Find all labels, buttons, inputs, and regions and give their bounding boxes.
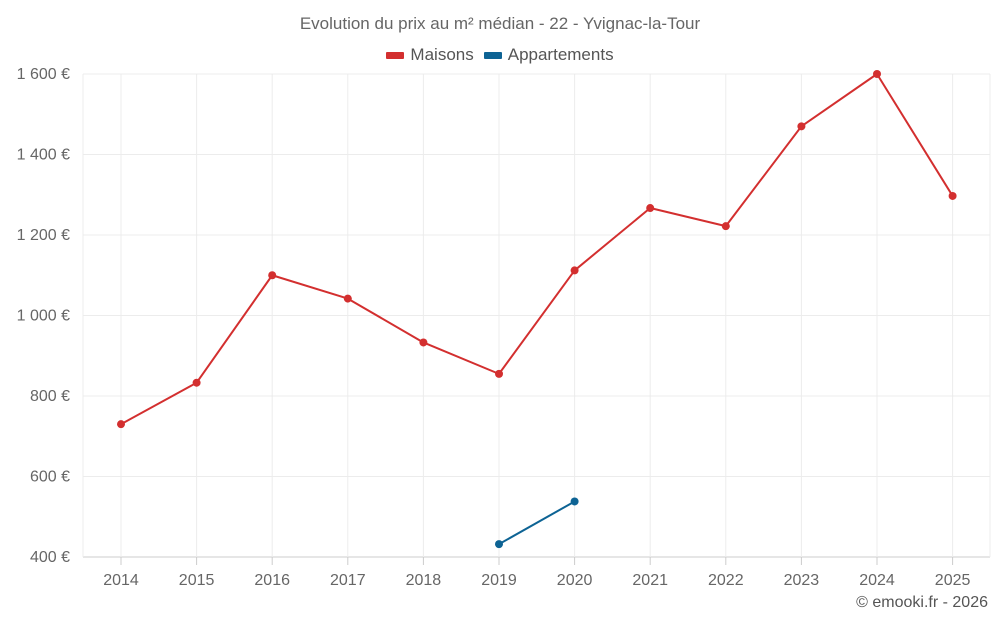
series-line-maisons [120,73,954,426]
y-tick-label: 1 600 € [17,66,70,83]
legend-label-appartements: Appartements [507,45,614,64]
legend-swatch-maisons [386,51,405,59]
credit-text: © emooki.fr - 2026 [856,594,988,611]
y-tick-label: 600 € [30,469,70,486]
x-tick-label: 2019 [481,572,517,589]
data-point-maisons [192,378,201,387]
data-point-maisons [646,204,655,213]
x-tick-label: 2020 [557,572,593,589]
data-point-maisons [873,70,881,78]
data-point-maisons [419,338,428,347]
x-tick-label: 2014 [103,572,139,589]
y-tick-label: 1 000 € [17,308,70,325]
data-point-maisons [495,369,503,378]
data-point-appartements [570,497,579,506]
x-tick-label: 2018 [406,572,442,589]
x-tick-label: 2016 [254,572,290,589]
y-tick-label: 400 € [30,549,70,566]
data-point-maisons [797,122,806,131]
data-point-maisons [570,266,579,275]
data-point-maisons [117,420,125,429]
legend-item-maisons[interactable]: Maisons [386,45,474,65]
x-tick-label: 2024 [859,572,895,589]
x-tick-label: 2023 [784,572,820,589]
x-tick-label: 2021 [632,572,668,589]
y-tick-label: 800 € [30,388,70,405]
x-tick-label: 2015 [179,572,215,589]
legend-label-maisons: Maisons [410,45,474,64]
legend: Maisons Appartements [0,45,1000,65]
x-tick-label: 2025 [935,572,971,589]
data-point-maisons [721,222,730,231]
legend-swatch-appartements [483,51,502,59]
y-tick-label: 1 400 € [17,147,70,164]
data-point-maisons [268,271,277,280]
x-tick-label: 2022 [708,572,744,589]
chart-title: Evolution du prix au m² médian - 22 - Yv… [299,14,701,33]
data-point-maisons [343,294,352,303]
data-point-appartements [495,540,503,549]
data-point-maisons [948,191,957,200]
x-tick-label: 2017 [330,572,366,589]
y-tick-label: 1 200 € [17,227,70,244]
legend-item-appartements[interactable]: Appartements [483,45,614,65]
series-line-appartements [498,500,576,545]
